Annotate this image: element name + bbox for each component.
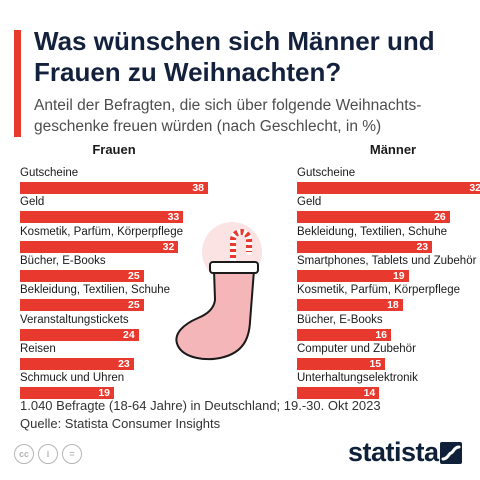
bar-value-label: 32 bbox=[162, 240, 175, 253]
bar: 25 bbox=[20, 299, 144, 312]
bar: 24 bbox=[20, 328, 139, 341]
bar-row: Reisen 23 bbox=[20, 342, 204, 371]
bar-value-label: 16 bbox=[375, 328, 387, 341]
stocking-body bbox=[175, 269, 255, 361]
bar: 33 bbox=[20, 211, 184, 224]
bar-row: Geld 33 bbox=[20, 195, 204, 224]
title-accent-bar bbox=[14, 30, 21, 137]
no-derivatives-icon[interactable]: = bbox=[62, 444, 82, 464]
bar: 23 bbox=[20, 357, 134, 370]
bar-value-label: 23 bbox=[118, 357, 130, 370]
bar-row: Veranstaltungstickets 24 bbox=[20, 313, 204, 342]
license-icons: cc i = bbox=[14, 444, 82, 464]
stocking-cuff bbox=[209, 261, 259, 274]
survey-note: 1.040 Befragte (18-64 Jahre) in Deutschl… bbox=[20, 398, 381, 413]
bar: 32 bbox=[297, 182, 480, 194]
bar-row: Bücher, E-Books 16 bbox=[297, 313, 480, 342]
bar: 14 bbox=[297, 387, 380, 400]
creative-commons-icon[interactable]: cc bbox=[14, 444, 34, 464]
bar-value-label: 15 bbox=[369, 357, 382, 370]
bar-value-label: 32 bbox=[469, 182, 480, 194]
chart-title: Was wünschen sich Männer und Frauen zu W… bbox=[34, 26, 435, 87]
bar-label: Bücher, E-Books bbox=[297, 313, 383, 326]
bar-row: Bekleidung, Textilien, Schuhe 25 bbox=[20, 283, 204, 312]
bar-label: Gutscheine bbox=[20, 167, 79, 179]
bar: 19 bbox=[20, 387, 114, 400]
bar-value-label: 26 bbox=[434, 211, 446, 224]
bar-label: Bekleidung, Textilien, Schuhe bbox=[297, 225, 448, 238]
panel-title-frauen: Frauen bbox=[92, 142, 136, 157]
bar: 25 bbox=[20, 269, 144, 282]
bar: 18 bbox=[297, 299, 403, 312]
bar-value-label: 18 bbox=[387, 299, 399, 312]
bar-row: Computer und Zubehör 15 bbox=[297, 342, 480, 371]
bar-label: Bücher, E-Books bbox=[20, 254, 106, 267]
bar-value-label: 33 bbox=[167, 211, 180, 224]
bar-row: Geld 26 bbox=[297, 195, 480, 224]
bar-value-label: 38 bbox=[192, 182, 204, 194]
bar-value-label: 19 bbox=[98, 387, 110, 400]
bar-label: Gutscheine bbox=[297, 167, 356, 179]
bar-label: Kosmetik, Parfüm, Körperpflege bbox=[297, 284, 460, 297]
bar-label: Schmuck und Uhren bbox=[20, 372, 125, 385]
bar-label: Reisen bbox=[20, 342, 56, 355]
statista-logo-text[interactable]: statista bbox=[348, 437, 439, 467]
bar-label: Kosmetik, Parfüm, Körperpflege bbox=[20, 225, 183, 238]
bar-row: Kosmetik, Parfüm, Körperpflege 32 bbox=[20, 225, 204, 254]
statista-logo-icon[interactable] bbox=[440, 442, 462, 464]
bar-value-label: 25 bbox=[127, 299, 140, 312]
bar-value-label: 14 bbox=[363, 387, 376, 400]
bar-label: Veranstaltungstickets bbox=[20, 313, 129, 326]
bar-row: Gutscheine 32 bbox=[297, 166, 480, 195]
bar-row: Bücher, E-Books 25 bbox=[20, 254, 204, 283]
bar: 26 bbox=[297, 211, 450, 224]
attribution-icon[interactable]: i bbox=[38, 444, 58, 464]
candy-cane-stripes bbox=[230, 229, 252, 270]
bar-label: Smartphones, Tablets und Zubehör bbox=[297, 254, 477, 267]
bar-row: Schmuck und Uhren 19 bbox=[20, 371, 204, 400]
bar: 19 bbox=[297, 269, 409, 282]
bar: 16 bbox=[297, 328, 391, 341]
bar: 32 bbox=[20, 240, 179, 253]
chart-subtitle: Anteil der Befragten, die sich über folg… bbox=[34, 97, 422, 135]
bar: 15 bbox=[297, 357, 386, 370]
panel-title-maenner: Männer bbox=[369, 142, 417, 157]
bar-value-label: 23 bbox=[416, 240, 429, 253]
bar-label: Computer und Zubehör bbox=[297, 342, 416, 355]
bar-row: Kosmetik, Parfüm, Körperpflege 18 bbox=[297, 283, 480, 312]
bar-value-label: 24 bbox=[123, 328, 135, 341]
bar-row: Gutscheine 38 bbox=[20, 166, 208, 195]
bar-label: Unterhaltungselektronik bbox=[297, 372, 418, 385]
bar-value-label: 19 bbox=[392, 269, 405, 282]
christmas-stocking-illustration bbox=[170, 222, 290, 377]
bar-label: Bekleidung, Textilien, Schuhe bbox=[20, 284, 171, 297]
bar-row: Smartphones, Tablets und Zubehör 19 bbox=[297, 254, 480, 283]
bar: 38 bbox=[20, 182, 208, 194]
bar-label: Geld bbox=[297, 196, 322, 209]
stocking-icon bbox=[175, 222, 262, 361]
bar-row: Bekleidung, Textilien, Schuhe 23 bbox=[297, 225, 480, 254]
bar-row: Unterhaltungselektronik 14 bbox=[297, 371, 480, 400]
bar-value-label: 25 bbox=[127, 269, 140, 282]
bar-label: Geld bbox=[20, 196, 45, 209]
bar: 23 bbox=[297, 240, 433, 253]
source-note: Quelle: Statista Consumer Insights bbox=[20, 416, 221, 431]
